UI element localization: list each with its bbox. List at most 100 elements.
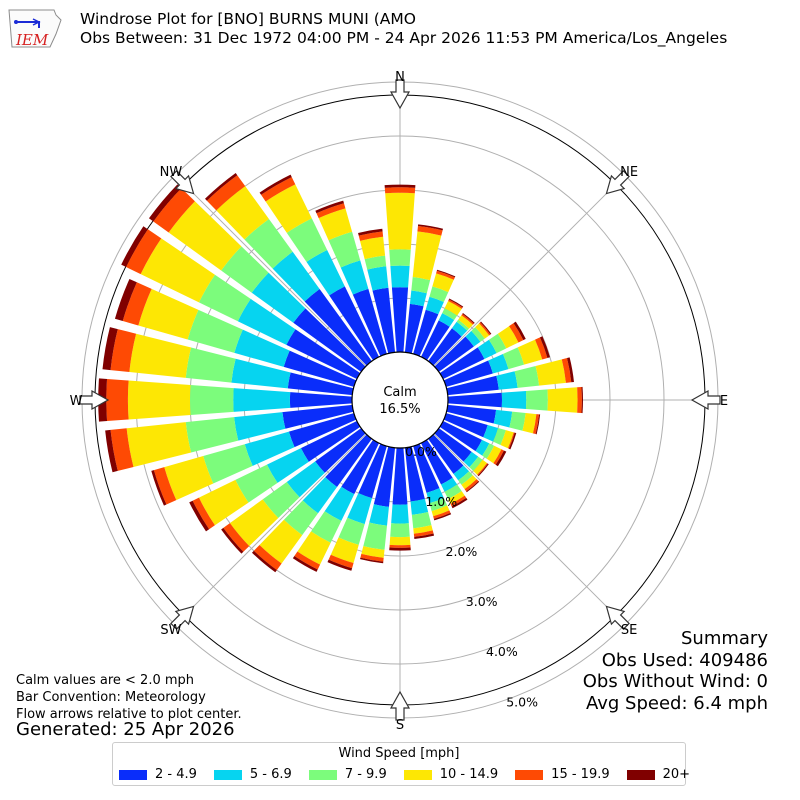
wind-bar-segment — [261, 177, 296, 202]
wind-bar-segment — [259, 519, 303, 564]
wind-bar-segment — [444, 484, 462, 500]
wind-bar-segment — [102, 327, 118, 371]
wind-bar-segment — [443, 413, 488, 438]
wind-bar-segment — [251, 272, 306, 323]
wind-bar-segment — [409, 290, 427, 307]
chart-title: Windrose Plot for [BNO] BURNS MUNI (AMO — [80, 10, 416, 28]
wind-bar-segment — [486, 445, 502, 464]
wind-bar-segment — [389, 536, 411, 546]
wind-bar-segment — [328, 231, 361, 268]
wind-bar-segment — [417, 226, 443, 236]
wind-bar-segment — [547, 387, 578, 413]
wind-bar-segment — [507, 432, 515, 449]
grid-spoke — [433, 183, 617, 367]
wind-bar-segment — [325, 434, 372, 487]
flow-arrow-icon — [605, 170, 630, 195]
generated-date: Generated: 25 Apr 2026 — [16, 719, 235, 740]
wind-bar-segment — [413, 443, 440, 493]
wind-bar-segment — [447, 392, 503, 408]
flow-arrows — [79, 79, 721, 721]
wind-bar-segment — [229, 499, 279, 547]
wind-bar-segment — [434, 428, 472, 462]
wind-bar-segment — [567, 357, 574, 383]
wind-bar-segment — [306, 249, 345, 296]
wind-bar-segment — [581, 386, 584, 414]
grid-spoke — [183, 183, 367, 367]
wind-bar-segment — [140, 238, 215, 303]
wind-bar-segment — [385, 192, 415, 250]
wind-bar-segment — [477, 339, 497, 359]
wind-bar-segment — [293, 308, 366, 372]
wind-bar-segment — [327, 559, 353, 571]
wind-bar-segment — [237, 298, 296, 345]
wind-bar-segment — [358, 231, 384, 241]
wind-bar-segment — [434, 336, 474, 372]
wind-bar-segment — [426, 488, 444, 504]
wind-bar-segment — [535, 359, 566, 386]
wind-bar-segment — [493, 449, 504, 465]
logo-text: IEM — [15, 31, 49, 49]
legend-item: 15 - 19.9 — [515, 767, 610, 782]
wind-bar-segment — [479, 322, 491, 336]
wind-bar-segment — [412, 231, 442, 281]
wind-bar-segment — [360, 557, 384, 564]
wind-bar-segment — [304, 288, 372, 366]
wind-bar-segment — [417, 224, 444, 231]
wind-bar-segment — [466, 481, 480, 493]
wind-bar-segment — [439, 347, 485, 380]
wind-bar-segment — [138, 288, 199, 340]
wind-bar-segment — [110, 428, 134, 471]
flow-arrow-icon — [79, 389, 110, 411]
wind-bar-segment — [294, 551, 321, 570]
wind-bar-segment — [364, 255, 387, 270]
wind-bar-segment — [508, 432, 517, 450]
wind-bar-segment — [438, 313, 455, 327]
compass-label: S — [396, 718, 404, 733]
legend-item: 5 - 6.9 — [213, 767, 292, 782]
calm-circle — [351, 351, 449, 449]
compass-label: E — [720, 394, 728, 409]
bar-convention-note: Bar Convention: Meteorology — [16, 690, 206, 705]
compass-label: SW — [160, 623, 181, 638]
wind-bar-segment — [502, 347, 525, 370]
wind-bar-segment — [448, 298, 464, 308]
windrose-bars — [98, 173, 584, 573]
wind-bar-segment — [187, 309, 243, 353]
wind-bar-segment — [265, 184, 312, 233]
wind-bar-segment — [384, 187, 416, 194]
flow-arrow-shape — [690, 389, 721, 411]
wind-bar-segment — [189, 384, 234, 416]
flow-arrow-shape — [389, 79, 411, 110]
wind-bar-segment — [129, 333, 192, 378]
wind-bar-segment — [413, 309, 439, 357]
wind-bar-segment — [453, 465, 470, 481]
calm-label: Calm — [383, 385, 416, 400]
flow-arrow-shape — [389, 690, 411, 721]
calm-value: 16.5% — [379, 402, 420, 417]
wind-bar-segment — [493, 409, 513, 428]
wind-bar-segment — [431, 505, 450, 517]
chart-labels: Calm 16.5% 0.0% 1.0% 2.0% 3.0% 4.0% 5.0% N NE E SE S… — [70, 70, 729, 733]
wind-bar-segment — [360, 236, 386, 260]
wind-bar-segment — [411, 277, 431, 294]
wind-bar-segment — [302, 477, 338, 514]
wind-bar-segment — [340, 260, 369, 295]
legend-items: 2 - 4.9 5 - 6.9 7 - 9.9 10 - 14.9 15 - 1… — [119, 767, 707, 782]
wind-bar-segment — [164, 456, 214, 501]
wind-bar-segment — [413, 525, 433, 534]
legend-label: 15 - 19.9 — [551, 767, 610, 782]
wind-bar-segment — [428, 328, 462, 366]
wind-bar-segment — [390, 523, 410, 538]
compass-label: W — [70, 394, 83, 409]
wind-bar-segment — [429, 286, 449, 302]
legend-label: 10 - 14.9 — [439, 767, 499, 782]
wind-bar-segment — [535, 337, 548, 360]
wind-bar-segment — [497, 326, 519, 349]
wind-bar-segment — [411, 512, 432, 529]
summary-box: Summary Obs Used: 409486 Obs Without Win… — [583, 628, 768, 714]
wind-bar-segment — [266, 448, 309, 483]
wind-bar-segment — [488, 333, 507, 354]
flow-arrow-icon — [389, 690, 411, 721]
radial-tick-label: 5.0% — [506, 694, 538, 709]
wind-bar-segment — [311, 511, 342, 543]
